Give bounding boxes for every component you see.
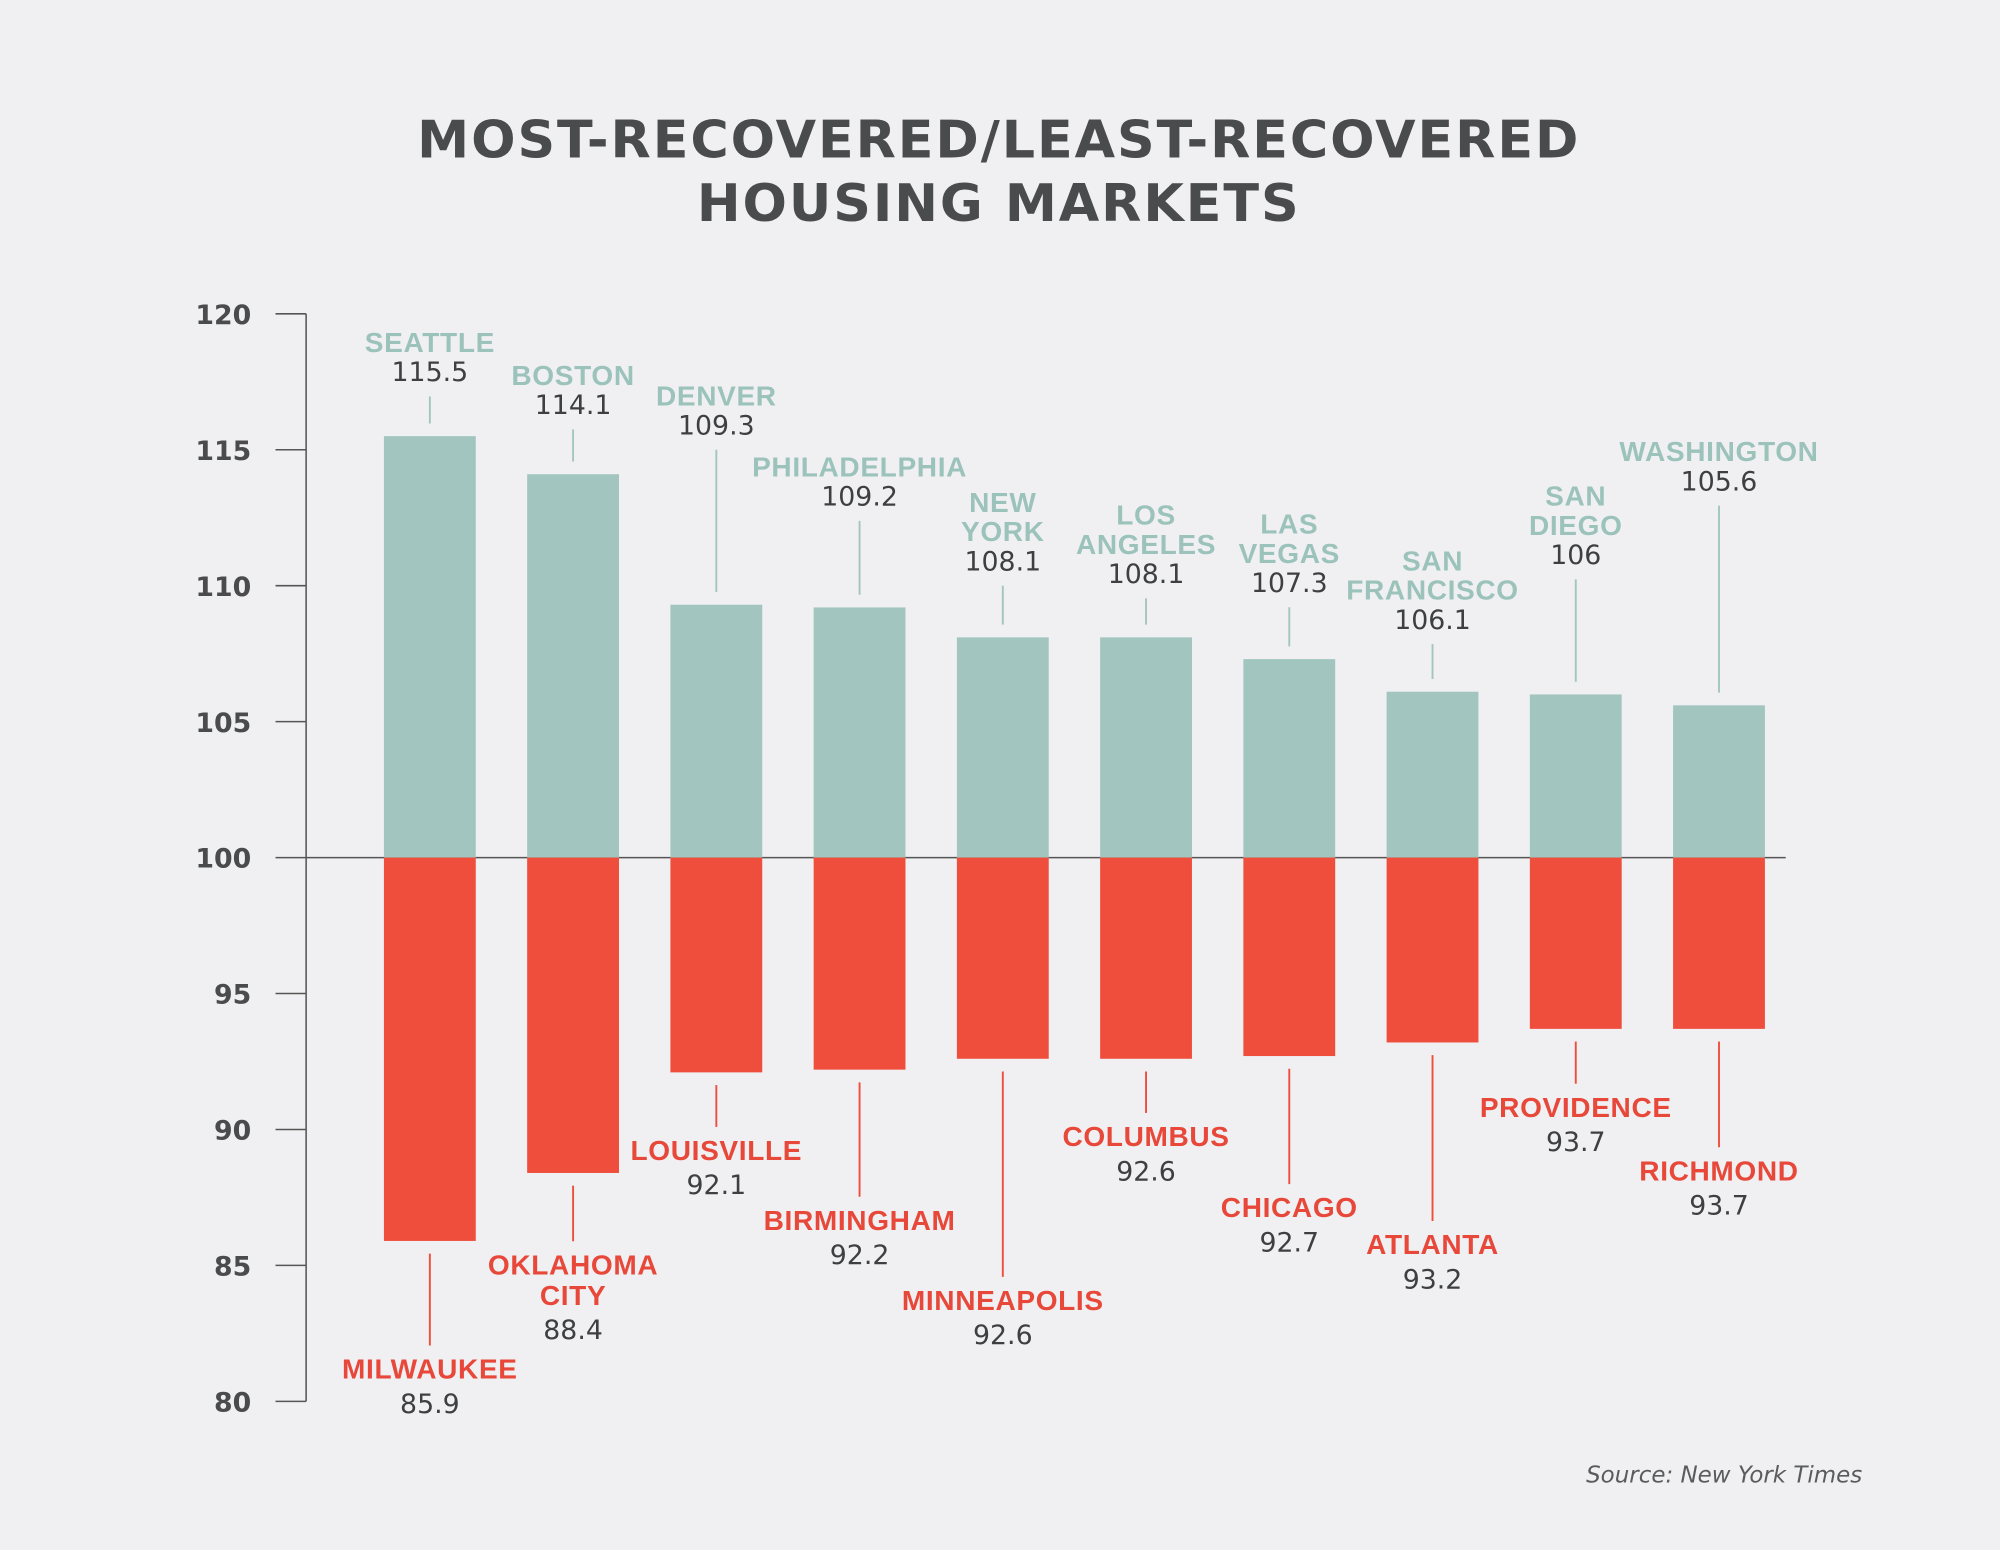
city-label: BIRMINGHAM <box>764 1205 956 1236</box>
city-label: YORK <box>961 516 1045 547</box>
value-label: 92.2 <box>830 1240 890 1271</box>
y-tick-label: 105 <box>195 708 251 739</box>
bar-most-recovered <box>383 436 476 858</box>
city-label: VEGAS <box>1239 538 1340 569</box>
value-label: 106.1 <box>1394 605 1471 636</box>
value-label: 92.1 <box>687 1170 747 1201</box>
bar-most-recovered <box>527 474 620 858</box>
bar-most-recovered <box>1243 659 1336 858</box>
y-tick-label: 90 <box>214 1116 251 1147</box>
value-label: 93.7 <box>1689 1191 1749 1222</box>
city-label: NEW <box>969 487 1036 518</box>
value-label: 93.2 <box>1403 1264 1463 1295</box>
value-label: 106 <box>1550 540 1601 571</box>
y-tick-label: 80 <box>214 1388 251 1419</box>
y-tick-label: 100 <box>195 844 251 875</box>
y-tick-label: 120 <box>195 300 251 331</box>
y-tick-label: 110 <box>195 572 251 603</box>
value-label: 115.5 <box>392 357 469 388</box>
bar-least-recovered <box>1243 857 1336 1057</box>
bar-least-recovered <box>1529 857 1622 1029</box>
city-label: BOSTON <box>511 360 634 391</box>
value-label: 92.6 <box>973 1320 1033 1351</box>
city-label: LAS <box>1260 509 1318 540</box>
chart-title-line2: HOUSING MARKETS <box>697 174 1301 234</box>
bar-most-recovered <box>1386 691 1479 858</box>
value-label: 114.1 <box>535 390 612 421</box>
value-label: 92.6 <box>1116 1156 1176 1187</box>
bars <box>383 436 1765 1241</box>
city-label: DENVER <box>656 380 777 411</box>
chart-title-line1: MOST-RECOVERED/LEAST-RECOVERED <box>417 111 1580 171</box>
value-label: 108.1 <box>964 546 1041 577</box>
source-note: Source: New York Times <box>1586 1463 1862 1489</box>
city-label: CITY <box>540 1280 606 1311</box>
city-label: PROVIDENCE <box>1480 1092 1672 1123</box>
bar-least-recovered <box>1673 857 1765 1029</box>
city-label: RICHMOND <box>1639 1155 1798 1186</box>
city-label: MILWAUKEE <box>342 1354 518 1385</box>
value-label: 109.3 <box>678 411 755 442</box>
city-label: SEATTLE <box>365 327 495 358</box>
city-label: WASHINGTON <box>1619 436 1818 467</box>
city-label: FRANCISCO <box>1346 575 1519 606</box>
y-tick-label: 115 <box>195 436 251 467</box>
bar-most-recovered <box>670 604 763 858</box>
city-label: PHILADELPHIA <box>752 451 967 482</box>
bar-least-recovered <box>1100 857 1192 1059</box>
bar-least-recovered <box>670 857 763 1073</box>
city-label: MINNEAPOLIS <box>902 1285 1104 1316</box>
y-tick-label: 85 <box>214 1252 251 1283</box>
city-label: SAN <box>1402 546 1463 577</box>
bar-most-recovered <box>1100 637 1192 858</box>
city-label: LOUISVILLE <box>631 1135 803 1166</box>
city-label: DIEGO <box>1529 510 1623 541</box>
bar-least-recovered <box>813 857 906 1070</box>
bar-least-recovered <box>1386 857 1479 1043</box>
value-label: 107.3 <box>1251 568 1328 599</box>
city-label: ANGELES <box>1076 529 1216 560</box>
bar-most-recovered <box>1529 694 1622 858</box>
bar-most-recovered <box>956 637 1049 858</box>
value-label: 108.1 <box>1108 559 1185 590</box>
value-label: 109.2 <box>821 482 898 513</box>
y-tick-label: 95 <box>214 980 251 1011</box>
value-label: 88.4 <box>543 1315 603 1346</box>
value-label: 105.6 <box>1681 466 1758 497</box>
value-label: 92.7 <box>1259 1227 1319 1258</box>
bar-least-recovered <box>383 857 476 1241</box>
city-label: OKLAHOMA <box>488 1249 658 1280</box>
city-label: COLUMBUS <box>1062 1121 1229 1152</box>
bar-least-recovered <box>956 857 1049 1059</box>
value-label: 93.7 <box>1546 1127 1606 1158</box>
city-label: SAN <box>1545 481 1606 512</box>
bar-most-recovered <box>1673 705 1765 858</box>
city-label: ATLANTA <box>1366 1229 1499 1260</box>
city-label: CHICAGO <box>1221 1192 1358 1223</box>
city-label: LOS <box>1116 500 1176 531</box>
bar-least-recovered <box>527 857 620 1173</box>
value-label: 85.9 <box>400 1389 460 1420</box>
bar-most-recovered <box>813 607 906 858</box>
